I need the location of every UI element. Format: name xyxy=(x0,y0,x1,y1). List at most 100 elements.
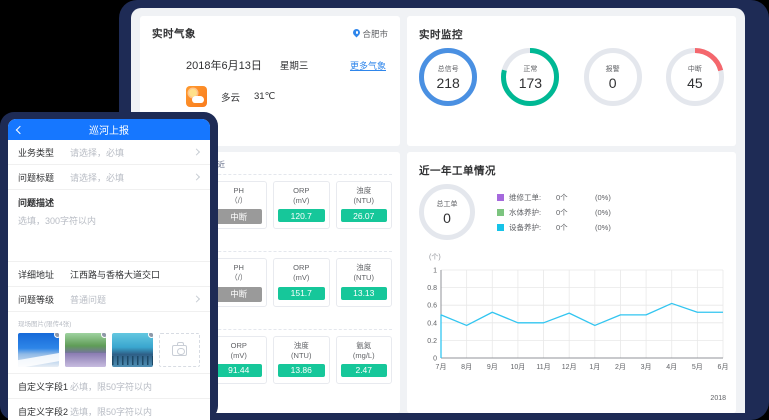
photo-thumbnail[interactable] xyxy=(112,333,153,367)
field-level[interactable]: 问题等级 普通问题 xyxy=(8,287,210,312)
legend-count: 0个 xyxy=(556,192,568,202)
weather-card: 实时气象 合肥市 2018年6月13日 星期三 更多气象 多云 31℃ xyxy=(140,16,400,146)
add-photo-button[interactable] xyxy=(159,333,200,367)
legend-item: 设备养护: 0个 (0%) xyxy=(497,222,611,233)
photo-thumbnail[interactable] xyxy=(18,333,59,367)
metric-card[interactable]: 浊度 (NTU) 13.13 xyxy=(335,258,392,307)
chevron-right-icon xyxy=(192,173,201,181)
svg-text:1: 1 xyxy=(433,268,437,275)
more-weather-link[interactable]: 更多气象 xyxy=(349,61,386,71)
metric-card[interactable]: 浊度 (NTU) 26.07 xyxy=(335,181,392,230)
svg-text:9月: 9月 xyxy=(487,363,498,371)
metric-value: 13.86 xyxy=(278,363,325,377)
chart-unit-label: (个) xyxy=(429,254,441,261)
gauge-value: 218 xyxy=(436,74,460,91)
legend-count: 0个 xyxy=(556,222,568,232)
photos-label-text: 现场图片 xyxy=(18,321,44,328)
metric-card[interactable]: 氨氮 (mg/L) 2.47 xyxy=(335,335,392,384)
metric-name: 浊度 xyxy=(356,186,372,195)
legend-item: 水体养护: 0个 (0%) xyxy=(497,207,611,218)
back-arrow-icon[interactable] xyxy=(15,125,25,134)
metric-name: ORP xyxy=(230,340,247,350)
realtime-monitor-card: 实时监控 总信号 218 正常 173 报警 0 中断 45 xyxy=(407,16,736,146)
field-photos: 现场图片(限传4张) xyxy=(8,312,210,374)
metric-unit: (mV) xyxy=(230,350,247,360)
gauge-2: 报警 0 xyxy=(583,48,642,106)
custom2-placeholder: 选填，限50字符以内 xyxy=(70,406,153,417)
photos-hint: (限传4张) xyxy=(44,321,72,328)
metric-card[interactable]: 浊度 (NTU) 13.86 xyxy=(273,335,330,384)
metric-value: 91.44 xyxy=(215,363,262,377)
weather-date: 2018年6月13日 xyxy=(186,60,262,72)
photo-thumbnails xyxy=(18,333,200,367)
work-order-summary: 总工单 0 维修工单: 0个 (0%) 水体养护: 0个 (0%) 设备养护: 0个 (0%) xyxy=(419,184,611,240)
weather-location-label: 合肥市 xyxy=(362,28,388,39)
metric-card[interactable]: ORP (mV) 120.7 xyxy=(273,181,330,230)
mobile-title: 巡河上报 xyxy=(89,126,129,137)
legend-percent: (0%) xyxy=(595,192,611,202)
legend-swatch xyxy=(497,223,504,231)
dashboard-content: 实时气象 合肥市 2018年6月13日 星期三 更多气象 多云 31℃ xyxy=(131,8,745,413)
svg-text:0.8: 0.8 xyxy=(427,285,437,292)
line-chart-svg: 0 0.2 0.4 0.6 0.8 1 7月 8月 9月 10月 11月 12月 1月 2月 3月 4月 5月 6… xyxy=(427,268,729,372)
legend-count: 0个 xyxy=(556,207,568,217)
work-order-chart: (个) 0 0.2 0.4 0.6 0.8 1 7月 8月 9月 10月 11月 12月 1月 2月 3月 4… xyxy=(413,252,730,402)
custom2-label: 自定义字段2 xyxy=(18,406,69,417)
svg-text:0.4: 0.4 xyxy=(427,320,437,327)
weather-title: 实时气象 xyxy=(152,28,196,40)
gauge-3: 中断 45 xyxy=(665,48,724,106)
description-spacer xyxy=(18,227,200,261)
metric-name: 氨氮 xyxy=(356,340,372,350)
level-placeholder: 普通问题 xyxy=(70,294,107,305)
delete-photo-icon[interactable] xyxy=(101,333,106,338)
legend-name: 维修工单: xyxy=(509,192,542,202)
gauge-name: 中断 xyxy=(687,65,702,73)
metric-unit: （/） xyxy=(230,273,248,283)
metric-unit: (NTU) xyxy=(353,273,374,283)
svg-text:4月: 4月 xyxy=(666,363,677,371)
issue-title-label: 问题标题 xyxy=(18,172,55,183)
metric-value: 151.7 xyxy=(278,286,325,300)
gauge-name: 总信号 xyxy=(437,65,459,73)
weather-body: 2018年6月13日 星期三 更多气象 多云 31℃ xyxy=(140,41,400,107)
gauge-1: 正常 173 xyxy=(501,48,560,106)
field-custom1[interactable]: 自定义字段1 必填，限50字符以内 xyxy=(8,374,210,399)
photo-thumbnail[interactable] xyxy=(65,333,106,367)
gauge-value: 0 xyxy=(608,74,617,91)
metric-unit: (mV) xyxy=(293,196,310,206)
field-address[interactable]: 详细地址 江西路与香格大道交口 xyxy=(8,262,210,287)
total-work-order-name: 总工单 xyxy=(436,200,458,208)
metric-name: ORP xyxy=(293,186,310,195)
metric-name: ORP xyxy=(293,263,310,273)
svg-text:6月: 6月 xyxy=(718,363,729,371)
gauge-value: 173 xyxy=(518,74,543,91)
description-label: 问题描述 xyxy=(18,198,55,208)
svg-text:7月: 7月 xyxy=(436,363,447,371)
weather-condition: 多云 xyxy=(221,92,241,104)
metric-card[interactable]: ORP (mV) 151.7 xyxy=(273,258,330,307)
metric-unit: (NTU) xyxy=(291,350,312,360)
metric-card[interactable]: ORP (mV) 91.44 xyxy=(210,335,267,384)
legend-item: 维修工单: 0个 (0%) xyxy=(497,192,611,203)
delete-photo-icon[interactable] xyxy=(148,333,153,338)
svg-text:8月: 8月 xyxy=(461,363,472,371)
level-label: 问题等级 xyxy=(18,294,55,305)
weather-date-row: 2018年6月13日 星期三 更多气象 xyxy=(186,57,400,73)
field-description[interactable]: 问题描述 选填，300字符以内 xyxy=(8,190,210,262)
delete-photo-icon[interactable] xyxy=(54,333,59,338)
metric-unit: (NTU) xyxy=(353,196,374,206)
metric-value: 中断 xyxy=(215,209,262,225)
field-issue-title[interactable]: 问题标题 请选择，必填 xyxy=(8,165,210,190)
metric-value: 120.7 xyxy=(278,209,325,223)
gauge-value: 45 xyxy=(687,74,703,91)
metric-name: PH xyxy=(233,186,244,195)
field-custom2[interactable]: 自定义字段2 选填，限50字符以内 xyxy=(8,399,210,420)
field-business-type[interactable]: 业务类型 请选择，必填 xyxy=(8,140,210,165)
metric-value: 中断 xyxy=(215,286,262,302)
gauge-label: 总信号 218 xyxy=(419,48,477,106)
metric-card[interactable]: PH（/） 中断 xyxy=(210,181,267,230)
svg-text:2月: 2月 xyxy=(615,363,626,371)
metric-card[interactable]: PH（/） 中断 xyxy=(210,258,267,307)
svg-text:5月: 5月 xyxy=(692,363,703,371)
